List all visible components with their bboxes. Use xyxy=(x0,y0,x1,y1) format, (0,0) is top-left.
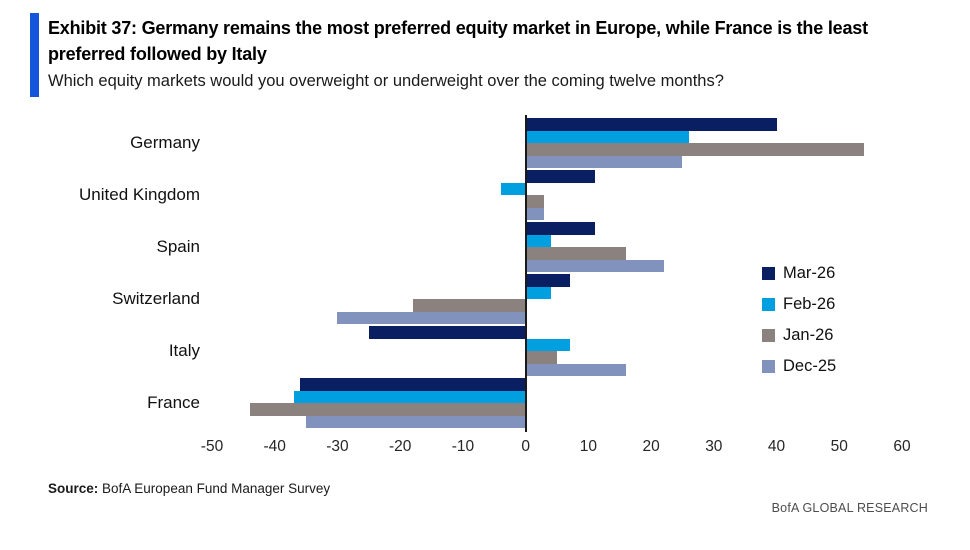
legend-label: Feb-26 xyxy=(783,294,836,313)
bar-france-dec-25 xyxy=(306,415,526,428)
legend-label: Dec-25 xyxy=(783,356,837,375)
exhibit-title: Exhibit 37: Germany remains the most pre… xyxy=(48,18,868,64)
source-text: BofA European Fund Manager Survey xyxy=(98,481,331,496)
brand-text: BofA GLOBAL RESEARCH xyxy=(771,501,928,515)
x-tick-label: 60 xyxy=(893,438,911,455)
legend-swatch xyxy=(762,266,775,280)
bar-italy-dec-25 xyxy=(525,363,626,376)
x-tick-label: -20 xyxy=(388,438,412,455)
bar-france-jan-26 xyxy=(249,403,526,416)
source-line: Source: BofA European Fund Manager Surve… xyxy=(48,481,330,496)
category-label: Spain xyxy=(156,237,200,256)
x-tick-label: -30 xyxy=(326,438,349,455)
x-tick-label: 20 xyxy=(642,438,660,455)
legend-label: Jan-26 xyxy=(783,325,834,344)
x-tick-label: 30 xyxy=(705,438,723,455)
category-label: France xyxy=(147,393,200,412)
zero-axis-line xyxy=(524,115,527,432)
exhibit-subtitle: Which equity markets would you overweigh… xyxy=(48,72,724,90)
bar-spain-dec-25 xyxy=(525,259,664,272)
bar-united-kingdom-mar-26 xyxy=(525,170,595,183)
bar-france-feb-26 xyxy=(293,390,526,403)
category-label: Switzerland xyxy=(112,289,200,308)
x-tick-label: -50 xyxy=(200,438,224,455)
legend-item-dec-25: Dec-25 xyxy=(762,355,836,377)
category-label: Italy xyxy=(168,341,200,360)
legend-swatch xyxy=(762,359,775,373)
legend-item-mar-26: Mar-26 xyxy=(762,262,835,284)
bar-united-kingdom-feb-26 xyxy=(500,182,526,195)
category-label: United Kingdom xyxy=(79,185,200,204)
bar-switzerland-mar-26 xyxy=(525,274,570,287)
bar-united-kingdom-dec-25 xyxy=(525,207,545,220)
bar-germany-dec-25 xyxy=(525,155,683,168)
category-label: Germany xyxy=(130,133,200,152)
accent-bar xyxy=(30,13,39,97)
header: Exhibit 37: Germany remains the most pre… xyxy=(48,15,948,93)
bar-germany-jan-26 xyxy=(525,143,865,156)
x-tick-label: 50 xyxy=(830,438,848,455)
legend-item-jan-26: Jan-26 xyxy=(762,324,833,346)
x-tick-label: 0 xyxy=(521,438,530,455)
bar-italy-mar-26 xyxy=(368,326,526,339)
bar-switzerland-feb-26 xyxy=(525,286,551,299)
x-tick-label: 40 xyxy=(767,438,786,455)
x-tick-label: -10 xyxy=(451,438,475,455)
x-tick-label: 10 xyxy=(579,438,597,455)
legend-swatch xyxy=(762,328,775,342)
bar-italy-jan-26 xyxy=(525,351,557,364)
bar-germany-feb-26 xyxy=(525,130,689,143)
bar-italy-feb-26 xyxy=(525,338,570,351)
bar-spain-feb-26 xyxy=(525,234,551,247)
legend-swatch xyxy=(762,297,775,311)
bar-germany-mar-26 xyxy=(525,118,777,131)
legend-label: Mar-26 xyxy=(783,263,836,282)
bar-spain-jan-26 xyxy=(525,247,626,260)
bar-france-mar-26 xyxy=(299,378,526,391)
bar-switzerland-jan-26 xyxy=(412,299,526,312)
bar-united-kingdom-jan-26 xyxy=(525,195,545,208)
legend-item-feb-26: Feb-26 xyxy=(762,293,835,315)
source-label: Source: xyxy=(48,481,99,496)
bar-switzerland-dec-25 xyxy=(337,311,526,324)
bar-spain-mar-26 xyxy=(525,222,595,235)
x-tick-label: -40 xyxy=(263,438,286,455)
